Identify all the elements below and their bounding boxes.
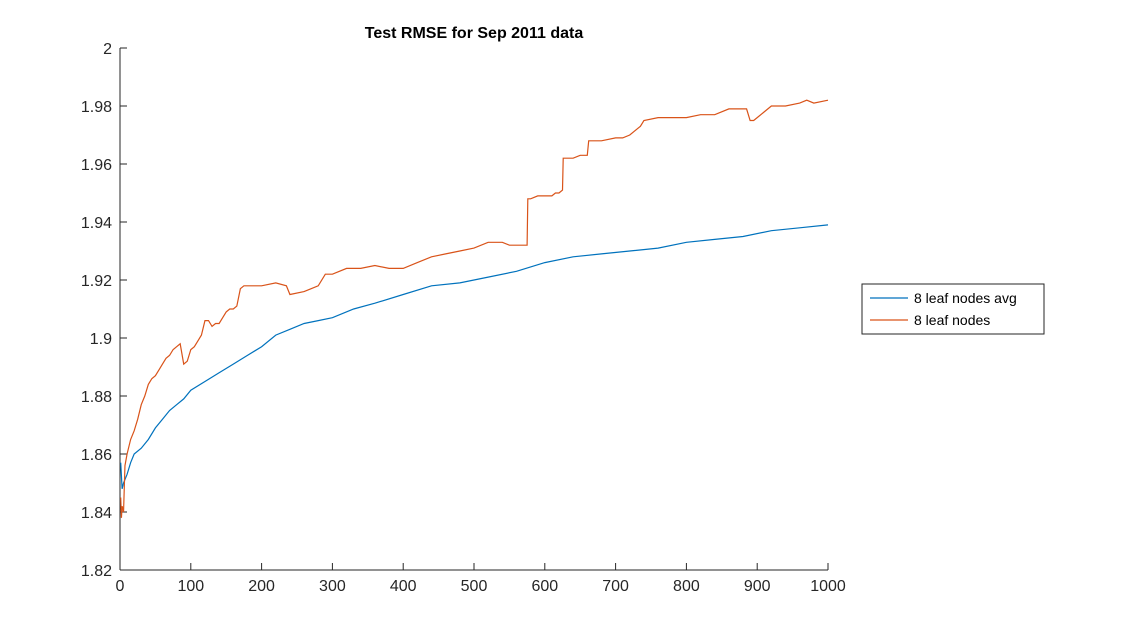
x-tick-label: 100 — [177, 578, 204, 595]
x-tick-label: 200 — [248, 578, 275, 595]
x-tick-label: 0 — [116, 578, 125, 595]
x-tick-label: 400 — [390, 578, 417, 595]
x-tick-label: 300 — [319, 578, 346, 595]
y-tick-label: 1.9 — [90, 331, 112, 348]
legend[interactable]: 8 leaf nodes avg 8 leaf nodes — [861, 283, 1045, 335]
x-tick-label: 800 — [673, 578, 700, 595]
axes: 0 100 200 300 400 500 600 700 800 900 1000 1.82 1.84… — [81, 41, 846, 595]
y-tick-label: 1.84 — [81, 505, 112, 522]
legend-box — [861, 283, 1045, 335]
y-tick-label: 1.94 — [81, 215, 112, 232]
x-tick-label: 700 — [602, 578, 629, 595]
x-tick-label: 1000 — [810, 578, 846, 595]
y-tick-label: 1.88 — [81, 389, 112, 406]
chart-title: Test RMSE for Sep 2011 data — [365, 25, 584, 42]
y-tick-label: 1.96 — [81, 157, 112, 174]
x-tick-label: 500 — [461, 578, 488, 595]
y-tick-label: 2 — [103, 41, 112, 58]
y-tick-label: 1.98 — [81, 99, 112, 116]
series-line-1 — [120, 224, 829, 489]
y-tick-label: 1.82 — [81, 563, 112, 580]
x-tick-label: 900 — [744, 578, 771, 595]
y-tick-label: 1.86 — [81, 447, 112, 464]
y-tick-label: 1.92 — [81, 273, 112, 290]
legend-entry-label: 8 leaf nodes avg — [914, 290, 1017, 306]
series-line-2 — [120, 99, 829, 518]
legend-entry-label: 8 leaf nodes — [914, 312, 990, 328]
series-layer — [120, 99, 829, 518]
x-tick-label: 600 — [531, 578, 558, 595]
